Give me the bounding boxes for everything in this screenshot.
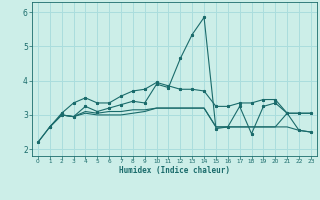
- X-axis label: Humidex (Indice chaleur): Humidex (Indice chaleur): [119, 166, 230, 175]
